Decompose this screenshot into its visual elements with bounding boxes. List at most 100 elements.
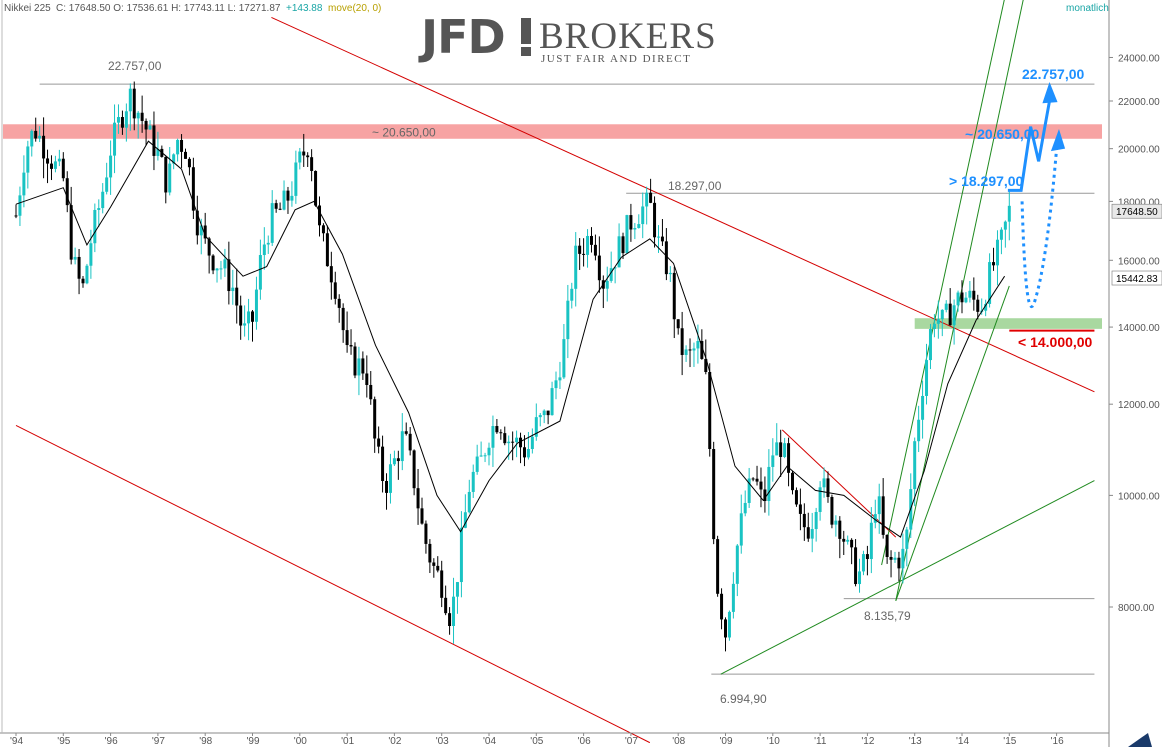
candle-body xyxy=(187,158,191,168)
candle-body xyxy=(436,565,440,571)
candle-body xyxy=(483,455,487,457)
time-tick-label: '97 xyxy=(152,736,165,747)
candle-body xyxy=(1003,221,1007,230)
candle-body xyxy=(948,303,952,326)
candle-body xyxy=(337,298,341,308)
candle-body xyxy=(814,511,818,530)
candle-body xyxy=(586,235,590,255)
candle-body xyxy=(109,155,113,178)
candle-body xyxy=(700,341,704,359)
candle-body xyxy=(183,151,187,159)
candle-body xyxy=(400,431,404,462)
horizontal-level-label: 22.757,00 xyxy=(108,59,162,73)
candle-body xyxy=(314,170,318,206)
candle-body xyxy=(57,158,61,162)
candle-body xyxy=(254,289,258,322)
horizontal-level-label: 8.135,79 xyxy=(864,609,911,623)
candle-body xyxy=(522,447,526,458)
candle-body xyxy=(968,290,972,298)
candle-body xyxy=(53,161,57,169)
candle-body xyxy=(258,255,262,290)
time-tick-label: '02 xyxy=(388,736,401,747)
time-tick-label: '16 xyxy=(1051,736,1064,747)
candle-body xyxy=(306,155,310,158)
candle-body xyxy=(992,262,996,266)
time-tick-label: '10 xyxy=(767,736,780,747)
candle-body xyxy=(46,158,50,164)
candle-body xyxy=(755,478,759,482)
candle-body xyxy=(617,236,621,268)
logo-jfd-text: JFD xyxy=(421,10,506,64)
price-tag-label: 15442.83 xyxy=(1116,274,1158,285)
candle-body xyxy=(452,596,456,626)
candle-body xyxy=(22,172,26,196)
candle-body xyxy=(637,224,641,229)
candle-body xyxy=(30,130,34,147)
candle-body xyxy=(526,448,530,458)
trend-line xyxy=(881,0,1005,566)
candle-body xyxy=(727,611,731,638)
time-tick-label: '01 xyxy=(341,736,354,747)
candle-body xyxy=(999,229,1003,240)
candle-body xyxy=(156,148,160,156)
candle-body xyxy=(377,438,381,447)
candle-body xyxy=(235,287,239,306)
time-tick-label: '07 xyxy=(625,736,638,747)
price-axis-background xyxy=(1109,0,1162,748)
candle-body xyxy=(385,480,389,493)
candle-body xyxy=(251,311,254,322)
candle-body xyxy=(274,203,278,209)
candle-body xyxy=(708,372,712,449)
trend-line xyxy=(895,285,1010,601)
candle-body xyxy=(846,539,850,542)
candle-body xyxy=(507,441,511,444)
candle-body xyxy=(838,520,842,539)
candle-body xyxy=(262,244,266,256)
candle-body xyxy=(408,433,412,451)
candle-body xyxy=(889,556,893,560)
price-tag xyxy=(1111,270,1162,286)
candle-body xyxy=(318,205,322,226)
candle-body xyxy=(227,259,231,292)
candle-body xyxy=(787,443,791,473)
candle-body xyxy=(176,139,180,155)
candle-body xyxy=(767,466,771,501)
candle-body xyxy=(231,287,235,292)
candle-body xyxy=(247,311,251,324)
time-tick-label: '08 xyxy=(672,736,685,747)
candle-body xyxy=(81,278,85,284)
candle-body xyxy=(124,111,128,128)
candle-body xyxy=(936,319,940,324)
candle-body xyxy=(905,529,909,549)
candle-body xyxy=(538,415,542,418)
candle-body xyxy=(148,125,152,130)
logo-dot xyxy=(521,47,531,56)
candle-body xyxy=(578,245,582,254)
candle-body xyxy=(928,328,932,361)
timeframe-label[interactable]: monatlich xyxy=(1066,3,1109,14)
time-tick-label: '99 xyxy=(247,736,260,747)
change-readout: +143.88 xyxy=(286,3,323,14)
candle-body xyxy=(519,437,523,448)
candle-body xyxy=(199,225,203,236)
candle-body xyxy=(672,272,676,320)
candle-body xyxy=(562,339,566,378)
candle-body xyxy=(763,489,767,501)
candle-body xyxy=(566,300,570,340)
candle-body xyxy=(917,419,921,442)
candle-body xyxy=(570,288,574,301)
price-tick-label: 20000.00 xyxy=(1118,145,1160,156)
candle-body xyxy=(775,442,779,456)
candle-body xyxy=(704,358,708,373)
candle-body xyxy=(893,557,897,560)
candle-body xyxy=(195,210,199,236)
candle-body xyxy=(574,245,578,289)
candle-body xyxy=(116,117,120,123)
candle-body xyxy=(854,547,858,585)
candle-body xyxy=(180,139,184,152)
candle-body xyxy=(42,135,46,159)
candle-body xyxy=(688,349,692,351)
candle-body xyxy=(286,190,290,201)
candle-body xyxy=(873,514,877,523)
candle-body xyxy=(491,426,495,448)
